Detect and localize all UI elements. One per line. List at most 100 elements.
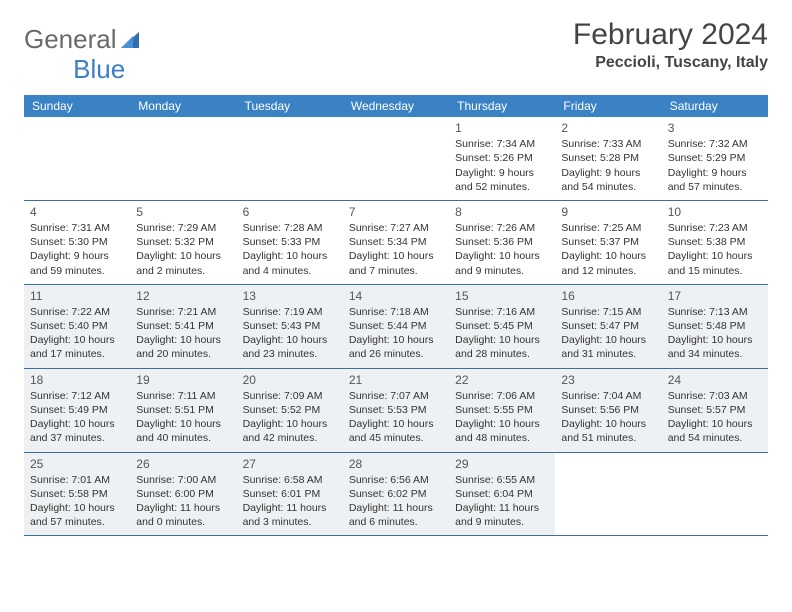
sunset-text: Sunset: 5:47 PM [561, 319, 655, 333]
day-cell: 29Sunrise: 6:55 AMSunset: 6:04 PMDayligh… [449, 453, 555, 536]
sunrise-text: Sunrise: 6:56 AM [349, 473, 443, 487]
dl2-text: and 31 minutes. [561, 347, 655, 361]
dl1-text: Daylight: 9 hours [30, 249, 124, 263]
dl1-text: Daylight: 10 hours [30, 417, 124, 431]
day-cell: 11Sunrise: 7:22 AMSunset: 5:40 PMDayligh… [24, 285, 130, 368]
day-cell: 13Sunrise: 7:19 AMSunset: 5:43 PMDayligh… [237, 285, 343, 368]
dl2-text: and 52 minutes. [455, 180, 549, 194]
day-cell: 27Sunrise: 6:58 AMSunset: 6:01 PMDayligh… [237, 453, 343, 536]
day-number: 29 [455, 456, 549, 472]
sunrise-text: Sunrise: 7:22 AM [30, 305, 124, 319]
sunset-text: Sunset: 6:02 PM [349, 487, 443, 501]
logo: General [24, 24, 141, 55]
day-cell [24, 117, 130, 200]
dl2-text: and 23 minutes. [243, 347, 337, 361]
dl1-text: Daylight: 9 hours [668, 166, 762, 180]
sunset-text: Sunset: 5:57 PM [668, 403, 762, 417]
sunset-text: Sunset: 5:55 PM [455, 403, 549, 417]
sunrise-text: Sunrise: 6:58 AM [243, 473, 337, 487]
day-headers: Sunday Monday Tuesday Wednesday Thursday… [24, 95, 768, 117]
dl2-text: and 15 minutes. [668, 264, 762, 278]
day-cell [555, 453, 661, 536]
dl1-text: Daylight: 10 hours [349, 333, 443, 347]
sunrise-text: Sunrise: 7:07 AM [349, 389, 443, 403]
dl2-text: and 57 minutes. [30, 515, 124, 529]
day-cell: 7Sunrise: 7:27 AMSunset: 5:34 PMDaylight… [343, 201, 449, 284]
sunset-text: Sunset: 5:26 PM [455, 151, 549, 165]
dl2-text: and 9 minutes. [455, 264, 549, 278]
day-cell: 9Sunrise: 7:25 AMSunset: 5:37 PMDaylight… [555, 201, 661, 284]
sunset-text: Sunset: 5:58 PM [30, 487, 124, 501]
sunset-text: Sunset: 5:41 PM [136, 319, 230, 333]
dl2-text: and 28 minutes. [455, 347, 549, 361]
sunset-text: Sunset: 5:37 PM [561, 235, 655, 249]
day-cell: 12Sunrise: 7:21 AMSunset: 5:41 PMDayligh… [130, 285, 236, 368]
sunrise-text: Sunrise: 7:00 AM [136, 473, 230, 487]
sunset-text: Sunset: 5:52 PM [243, 403, 337, 417]
sunset-text: Sunset: 5:53 PM [349, 403, 443, 417]
day-number: 27 [243, 456, 337, 472]
sunrise-text: Sunrise: 7:06 AM [455, 389, 549, 403]
dl2-text: and 48 minutes. [455, 431, 549, 445]
logo-text-blue: Blue [73, 54, 125, 85]
day-number: 11 [30, 288, 124, 304]
day-cell: 17Sunrise: 7:13 AMSunset: 5:48 PMDayligh… [662, 285, 768, 368]
day-number: 23 [561, 372, 655, 388]
sunset-text: Sunset: 5:56 PM [561, 403, 655, 417]
title-block: February 2024 Peccioli, Tuscany, Italy [573, 18, 768, 72]
day-cell: 18Sunrise: 7:12 AMSunset: 5:49 PMDayligh… [24, 369, 130, 452]
week-row: 4Sunrise: 7:31 AMSunset: 5:30 PMDaylight… [24, 201, 768, 285]
day-cell: 2Sunrise: 7:33 AMSunset: 5:28 PMDaylight… [555, 117, 661, 200]
dl1-text: Daylight: 11 hours [243, 501, 337, 515]
day-number: 14 [349, 288, 443, 304]
dl1-text: Daylight: 10 hours [561, 417, 655, 431]
dl1-text: Daylight: 10 hours [668, 417, 762, 431]
sunrise-text: Sunrise: 7:12 AM [30, 389, 124, 403]
location: Peccioli, Tuscany, Italy [573, 54, 768, 72]
dl2-text: and 4 minutes. [243, 264, 337, 278]
dl1-text: Daylight: 10 hours [136, 417, 230, 431]
calendar: Sunday Monday Tuesday Wednesday Thursday… [24, 95, 768, 536]
dl1-text: Daylight: 10 hours [349, 417, 443, 431]
dl1-text: Daylight: 10 hours [243, 417, 337, 431]
dl1-text: Daylight: 9 hours [561, 166, 655, 180]
day-cell: 10Sunrise: 7:23 AMSunset: 5:38 PMDayligh… [662, 201, 768, 284]
day-number: 2 [561, 120, 655, 136]
dl1-text: Daylight: 10 hours [668, 249, 762, 263]
sunrise-text: Sunrise: 7:31 AM [30, 221, 124, 235]
dl2-text: and 40 minutes. [136, 431, 230, 445]
dl2-text: and 54 minutes. [668, 431, 762, 445]
day-cell [237, 117, 343, 200]
dl2-text: and 34 minutes. [668, 347, 762, 361]
day-number: 1 [455, 120, 549, 136]
day-cell: 4Sunrise: 7:31 AMSunset: 5:30 PMDaylight… [24, 201, 130, 284]
dl1-text: Daylight: 10 hours [561, 249, 655, 263]
sunrise-text: Sunrise: 7:32 AM [668, 137, 762, 151]
sunrise-text: Sunrise: 7:19 AM [243, 305, 337, 319]
sunrise-text: Sunrise: 7:23 AM [668, 221, 762, 235]
sunset-text: Sunset: 6:04 PM [455, 487, 549, 501]
sunrise-text: Sunrise: 7:09 AM [243, 389, 337, 403]
sunrise-text: Sunrise: 6:55 AM [455, 473, 549, 487]
sunset-text: Sunset: 5:44 PM [349, 319, 443, 333]
day-cell [343, 117, 449, 200]
dl2-text: and 54 minutes. [561, 180, 655, 194]
day-number: 25 [30, 456, 124, 472]
day-cell: 19Sunrise: 7:11 AMSunset: 5:51 PMDayligh… [130, 369, 236, 452]
day-cell: 3Sunrise: 7:32 AMSunset: 5:29 PMDaylight… [662, 117, 768, 200]
logo-sail-icon [119, 30, 141, 50]
day-cell: 22Sunrise: 7:06 AMSunset: 5:55 PMDayligh… [449, 369, 555, 452]
dl1-text: Daylight: 10 hours [136, 333, 230, 347]
dl1-text: Daylight: 10 hours [136, 249, 230, 263]
dl2-text: and 51 minutes. [561, 431, 655, 445]
dl2-text: and 20 minutes. [136, 347, 230, 361]
day-number: 18 [30, 372, 124, 388]
day-number: 8 [455, 204, 549, 220]
sunrise-text: Sunrise: 7:16 AM [455, 305, 549, 319]
dl1-text: Daylight: 11 hours [349, 501, 443, 515]
day-header: Sunday [24, 95, 130, 117]
sunset-text: Sunset: 5:48 PM [668, 319, 762, 333]
dl2-text: and 6 minutes. [349, 515, 443, 529]
day-header: Wednesday [343, 95, 449, 117]
sunset-text: Sunset: 5:32 PM [136, 235, 230, 249]
